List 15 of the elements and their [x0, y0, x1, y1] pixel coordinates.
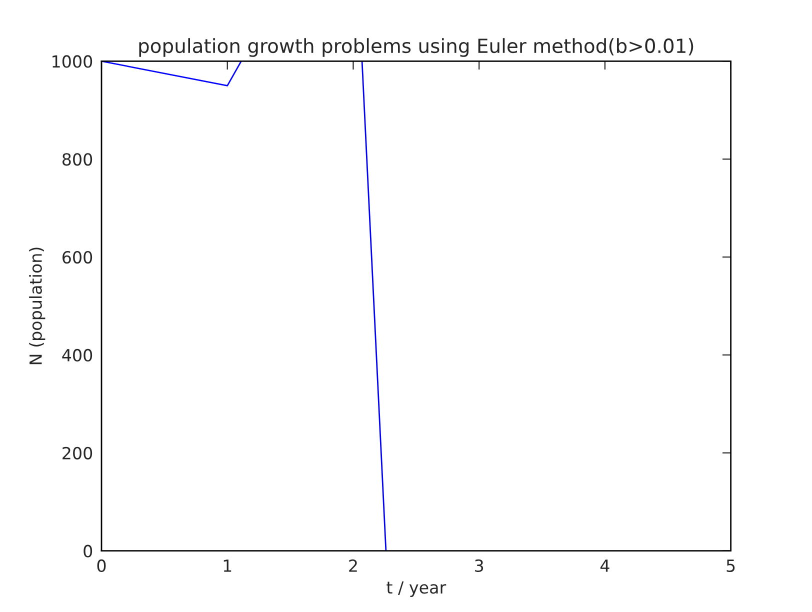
x-tick-label: 3: [475, 559, 484, 572]
x-tick-label: 1: [224, 560, 232, 572]
y-tick-label: 0: [84, 544, 92, 558]
y-tick-label: 800: [62, 153, 92, 166]
y-axis-title: N (population): [29, 248, 46, 364]
y-tick-label: 400: [62, 348, 92, 362]
y-tick-label: 200: [62, 446, 92, 460]
y-tick-label: 1000: [52, 55, 92, 68]
x-tick-label: 2: [349, 559, 357, 572]
y-tick-label: 600: [62, 251, 92, 264]
x-tick-label: 4: [600, 560, 610, 572]
chart-title: population growth problems using Euler method(b>0.01): [139, 38, 694, 57]
x-tick-label: 0: [97, 559, 106, 572]
x-tick-label: 5: [726, 560, 735, 572]
x-axis-title: t / year: [386, 581, 446, 597]
